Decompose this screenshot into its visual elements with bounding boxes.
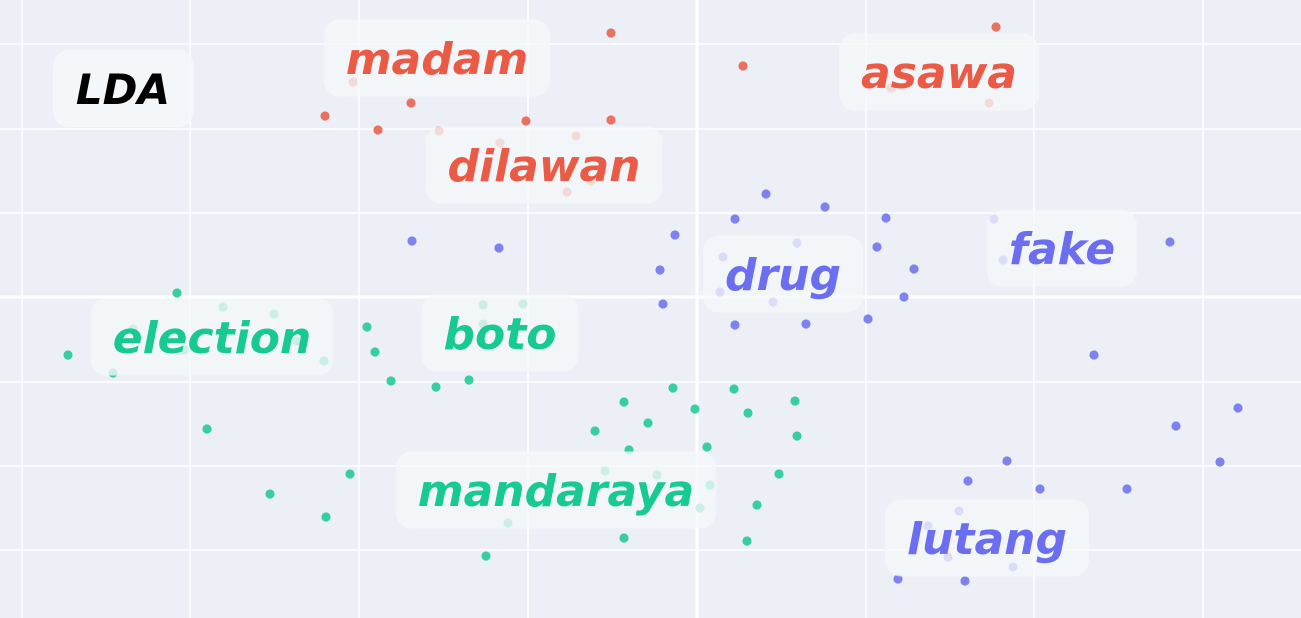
scatter-point-blue [963, 476, 973, 486]
scatter-point-blue [658, 299, 668, 309]
topic-label-text: election [113, 313, 312, 364]
topic-label-mandaraya: mandaraya [395, 451, 717, 529]
topic-label-box [885, 499, 1089, 577]
scatter-point-green [619, 533, 629, 543]
scatter-point-green [619, 397, 629, 407]
scatter-point-green [63, 350, 73, 360]
scatter-point-blue [881, 213, 891, 223]
topic-label-box [839, 33, 1039, 111]
scatter-point-blue [872, 242, 882, 252]
scatter-point-blue [1233, 403, 1243, 413]
topic-label-box [702, 235, 864, 313]
scatter-point-green [742, 536, 752, 546]
topic-label-text: asawa [861, 48, 1017, 99]
scatter-point-red [738, 61, 748, 71]
scatter-point-green [702, 442, 712, 452]
scatter-point-blue [1002, 456, 1012, 466]
scatter-point-blue [730, 320, 740, 330]
scatter-point-green [464, 375, 474, 385]
scatter-point-blue [960, 576, 970, 586]
topic-label-boto: boto [421, 294, 579, 372]
topic-label-text: lutang [907, 514, 1067, 565]
topic-label-dilawan: dilawan [425, 126, 663, 204]
scatter-point-green [345, 469, 355, 479]
topic-label-box [323, 19, 551, 97]
scatter-point-green [752, 500, 762, 510]
topic-label-asawa: asawa [839, 33, 1039, 111]
scatter-point-blue [655, 265, 665, 275]
topic-label-fake: fake [986, 209, 1138, 287]
scatter-point-green [265, 489, 275, 499]
scatter-point-green [774, 469, 784, 479]
scatter-point-green [370, 347, 380, 357]
scatter-point-blue [863, 314, 873, 324]
scatter-point-green [790, 396, 800, 406]
scatter-point-green [321, 512, 331, 522]
scatter-point-red [606, 115, 616, 125]
scatter-point-blue [670, 230, 680, 240]
scatter-point-blue [730, 214, 740, 224]
topic-label-text: madam [346, 34, 529, 85]
scatter-point-green [386, 376, 396, 386]
scatter-point-blue [801, 319, 811, 329]
chart-title-box [53, 50, 194, 127]
scatter-point-green [202, 424, 212, 434]
topic-label-box [395, 451, 717, 529]
topic-label-text: fake [1009, 224, 1115, 275]
scatter-point-blue [1122, 484, 1132, 494]
scatter-point-red [320, 111, 330, 121]
scatter-point-blue [820, 202, 830, 212]
scatter-point-green [792, 431, 802, 441]
scatter-point-red [373, 125, 383, 135]
chart-title-group: LDA [53, 50, 194, 127]
scatter-point-red [406, 98, 416, 108]
scatter-point-blue [1089, 350, 1099, 360]
scatter-point-blue [494, 243, 504, 253]
scatter-point-green [590, 426, 600, 436]
topic-label-election: election [90, 298, 334, 376]
scatter-point-red [521, 116, 531, 126]
chart-title: LDA [76, 65, 170, 114]
scatter-point-blue [1215, 457, 1225, 467]
topic-label-madam: madam [323, 19, 551, 97]
topic-label-lutang: lutang [885, 499, 1089, 577]
topic-label-drug: drug [702, 235, 864, 313]
scatter-point-red [991, 22, 1001, 32]
scatter-point-green [643, 418, 653, 428]
scatter-point-green [690, 404, 700, 414]
topic-label-box [986, 209, 1138, 287]
topic-label-text: drug [725, 250, 841, 301]
scatter-point-green [743, 408, 753, 418]
scatter-point-green [729, 384, 739, 394]
scatter-point-green [668, 383, 678, 393]
scatter-point-green [481, 551, 491, 561]
scatter-point-green [362, 322, 372, 332]
topic-word-labels: madam asawa dilawan drug fake election boto man… [90, 19, 1138, 577]
scatter-point-blue [1165, 237, 1175, 247]
topic-label-text: mandaraya [418, 466, 694, 517]
topic-label-box [421, 294, 579, 372]
scatter-point-blue [1035, 484, 1045, 494]
scatter-point-blue [893, 574, 903, 584]
topic-label-text: boto [444, 309, 557, 360]
scatter-point-green [172, 288, 182, 298]
scatter-point-green [431, 382, 441, 392]
scatter-point-blue [909, 264, 919, 274]
topic-label-text: dilawan [447, 141, 640, 192]
topic-label-box [425, 126, 663, 204]
scatter-point-red [606, 28, 616, 38]
scatter-point-blue [761, 189, 771, 199]
topic-label-box [90, 298, 334, 376]
scatter-point-blue [899, 292, 909, 302]
scatter-point-blue [407, 236, 417, 246]
scatter-point-blue [1171, 421, 1181, 431]
